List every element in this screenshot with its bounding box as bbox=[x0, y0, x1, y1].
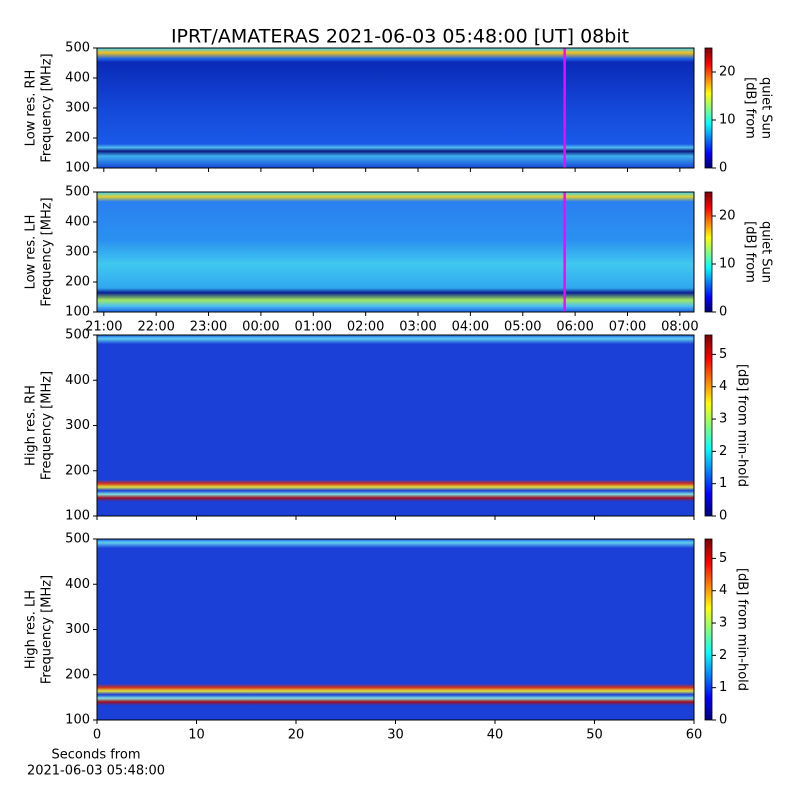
y-tick-label: 100 bbox=[65, 305, 90, 320]
x-tick-label: 03:00 bbox=[399, 320, 436, 335]
y-tick-label: 100 bbox=[65, 713, 90, 728]
spectrogram-image bbox=[97, 48, 694, 168]
y-tick-label: 200 bbox=[65, 463, 90, 478]
colorbar-tick-label: 10 bbox=[719, 113, 736, 128]
x-tick-label: 60 bbox=[686, 728, 703, 743]
colorbar-tick-label: 4 bbox=[719, 379, 727, 394]
x-tick-label: 01:00 bbox=[295, 320, 332, 335]
colorbar-label: [dB] from min-hold bbox=[735, 364, 750, 487]
spectrogram-image bbox=[97, 335, 694, 516]
x-tick-label: 10 bbox=[188, 728, 205, 743]
colorbar-tick-label: 5 bbox=[719, 551, 727, 566]
x-tick-label: 50 bbox=[586, 728, 603, 743]
colorbar-tick-label: 0 bbox=[719, 509, 727, 524]
colorbar-tick-label: 3 bbox=[719, 616, 727, 631]
y-axis-label: Frequency [MHz] bbox=[40, 371, 55, 480]
colorbar-tick-label: 20 bbox=[719, 65, 736, 80]
y-tick-label: 200 bbox=[65, 131, 90, 146]
y-axis-label: Frequency [MHz] bbox=[40, 575, 55, 684]
colorbar-tick-label: 3 bbox=[719, 412, 727, 427]
x-tick-label: 20 bbox=[288, 728, 305, 743]
y-tick-label: 300 bbox=[65, 101, 90, 116]
y-axis-label: Frequency [MHz] bbox=[40, 197, 55, 306]
y-tick-label: 300 bbox=[65, 245, 90, 260]
colorbar-tick-label: 4 bbox=[719, 583, 727, 598]
colorbar-label: [dB] from min-hold bbox=[735, 568, 750, 691]
y-tick-label: 200 bbox=[65, 275, 90, 290]
colorbar bbox=[704, 538, 713, 721]
x-tick-label: 22:00 bbox=[137, 320, 174, 335]
y-tick-label: 200 bbox=[65, 667, 90, 682]
y-tick-label: 400 bbox=[65, 215, 90, 230]
x-tick-label: 21:00 bbox=[85, 320, 122, 335]
colorbar-tick-label: 10 bbox=[719, 257, 736, 272]
x-tick-label: 08:00 bbox=[661, 320, 698, 335]
colorbar-tick-label: 1 bbox=[719, 476, 727, 491]
x-tick-label: 30 bbox=[387, 728, 404, 743]
colorbar-tick-label: 1 bbox=[719, 680, 727, 695]
y-tick-label: 400 bbox=[65, 71, 90, 86]
colorbar bbox=[704, 334, 713, 517]
y-tick-label: 100 bbox=[65, 161, 90, 176]
x-tick-label: 23:00 bbox=[190, 320, 227, 335]
x-tick-label: 40 bbox=[487, 728, 504, 743]
y-tick-label: 500 bbox=[65, 185, 90, 200]
colorbar-label: [dB] from bbox=[743, 221, 758, 283]
colorbar-tick-label: 2 bbox=[719, 648, 727, 663]
x-tick-label: 02:00 bbox=[347, 320, 384, 335]
y-axis-label: Low res. RH bbox=[24, 70, 39, 147]
colorbar bbox=[704, 47, 713, 169]
y-axis-label: High res. LH bbox=[24, 590, 39, 669]
colorbar-tick-label: 0 bbox=[719, 161, 727, 176]
y-axis-label: Low res. LH bbox=[24, 215, 39, 290]
x-axis-label: 2021-06-03 05:48:00 bbox=[27, 764, 165, 779]
x-tick-label: 04:00 bbox=[452, 320, 489, 335]
x-tick-label: 00:00 bbox=[242, 320, 279, 335]
x-tick-label: 06:00 bbox=[556, 320, 593, 335]
y-tick-label: 400 bbox=[65, 577, 90, 592]
spectrogram-image bbox=[97, 539, 694, 720]
colorbar-tick-label: 5 bbox=[719, 347, 727, 362]
y-tick-label: 300 bbox=[65, 622, 90, 637]
figure-title: IPRT/AMATERAS 2021-06-03 05:48:00 [UT] 0… bbox=[171, 26, 629, 48]
x-tick-label: 0 bbox=[93, 728, 101, 743]
colorbar-tick-label: 0 bbox=[719, 305, 727, 320]
x-axis-label: Seconds from bbox=[51, 748, 140, 763]
colorbar-label: quiet Sun bbox=[759, 221, 774, 283]
colorbar-label: quiet Sun bbox=[759, 77, 774, 139]
x-tick-label: 07:00 bbox=[609, 320, 646, 335]
spectrogram-image bbox=[97, 192, 694, 312]
y-tick-label: 500 bbox=[65, 41, 90, 56]
x-tick-label: 05:00 bbox=[504, 320, 541, 335]
y-tick-label: 500 bbox=[65, 532, 90, 547]
y-tick-label: 100 bbox=[65, 509, 90, 524]
y-axis-label: High res. RH bbox=[24, 385, 39, 466]
y-axis-label: Frequency [MHz] bbox=[40, 53, 55, 162]
y-tick-label: 500 bbox=[65, 328, 90, 343]
y-tick-label: 400 bbox=[65, 373, 90, 388]
colorbar-tick-label: 0 bbox=[719, 713, 727, 728]
colorbar-tick-label: 2 bbox=[719, 444, 727, 459]
colorbar-tick-label: 20 bbox=[719, 209, 736, 224]
colorbar bbox=[704, 191, 713, 313]
y-tick-label: 300 bbox=[65, 418, 90, 433]
colorbar-label: [dB] from bbox=[743, 77, 758, 139]
